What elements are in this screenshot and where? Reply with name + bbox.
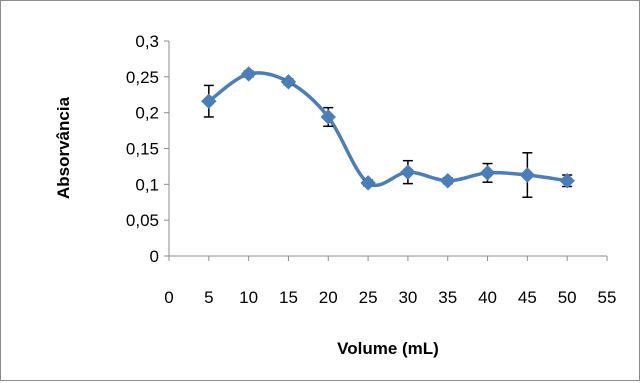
x-tick-label: 5 [204, 288, 213, 307]
data-point-marker [201, 93, 217, 109]
series-line [207, 71, 568, 187]
data-point-marker [280, 74, 297, 90]
y-tick-label: 0,3 [135, 32, 159, 51]
x-tick-label: 35 [438, 288, 457, 307]
x-axis-title: Volume (mL) [337, 339, 439, 358]
x-tick-label: 25 [359, 288, 378, 307]
x-tick-label: 45 [518, 288, 537, 307]
data-point-marker [519, 167, 536, 183]
y-ticks: 0 0,05 0,1 0,15 0,2 0,25 0,3 [126, 32, 169, 266]
x-tick-label: 30 [398, 288, 417, 307]
y-tick-label: 0,15 [126, 140, 159, 159]
y-tick-label: 0,25 [126, 68, 159, 87]
x-ticks: 0 5 10 15 20 25 30 35 40 45 50 55 [164, 256, 616, 307]
data-point-marker [559, 173, 575, 189]
x-tick-label: 20 [319, 288, 338, 307]
data-point-marker [400, 164, 416, 180]
data-point-marker [320, 109, 336, 125]
axes [168, 41, 607, 257]
x-tick-label: 55 [598, 288, 617, 307]
data-point-marker [440, 173, 456, 189]
series-layer [201, 66, 575, 198]
x-tick-label: 0 [164, 288, 173, 307]
y-tick-label: 0 [150, 247, 159, 266]
data-point-marker [479, 165, 496, 181]
y-tick-label: 0,05 [126, 211, 159, 230]
x-tick-label: 10 [239, 288, 258, 307]
y-tick-label: 0,1 [135, 175, 159, 194]
y-axis-title: Absorvância [54, 96, 73, 199]
x-tick-label: 15 [279, 288, 298, 307]
data-point-marker [360, 175, 376, 191]
x-tick-label: 40 [478, 288, 497, 307]
x-tick-label: 50 [558, 288, 577, 307]
data-point-marker [240, 66, 257, 82]
y-tick-label: 0,2 [135, 104, 159, 123]
